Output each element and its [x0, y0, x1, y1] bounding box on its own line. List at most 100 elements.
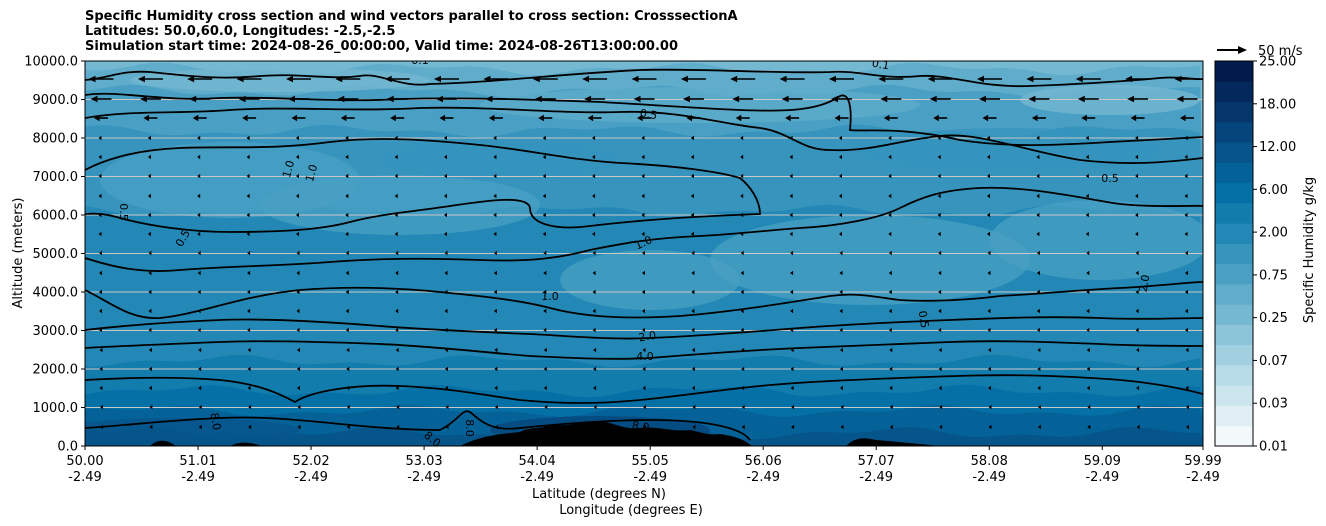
- wind-arrow-head: [345, 270, 349, 276]
- wind-arrow-head: [98, 154, 102, 160]
- wind-arrow-head: [592, 289, 596, 295]
- wind-key: 50 m/s: [1217, 44, 1303, 59]
- wind-arrow-head: [288, 95, 295, 103]
- wind-arrow-head: [1036, 154, 1040, 160]
- wind-arrow-head: [1037, 424, 1041, 430]
- wind-arrow-head: [297, 347, 300, 353]
- y-tick-label: 3000.0: [33, 324, 79, 339]
- wind-arrow-head: [1085, 154, 1089, 160]
- wind-arrow-head: [197, 173, 201, 179]
- wind-arrow-head: [1085, 231, 1089, 237]
- wind-arrow-head: [593, 424, 597, 430]
- wind-arrow-head: [1036, 270, 1040, 276]
- wind-arrow-head: [785, 114, 791, 122]
- contour-lines: [85, 68, 1203, 441]
- wind-arrow-head: [345, 289, 349, 295]
- wind-arrow-head: [977, 75, 984, 83]
- x-axis-label-lon: Longitude (degrees E): [559, 503, 703, 518]
- wind-arrow-head: [445, 366, 448, 372]
- wind-arrow-head: [691, 289, 695, 295]
- wind-arrow-head: [148, 327, 152, 333]
- wind-arrow-head: [592, 212, 596, 218]
- wind-arrow-head: [790, 250, 794, 256]
- wind-arrow-head: [197, 289, 201, 295]
- wind-arrow-head: [987, 135, 990, 141]
- wind-arrow-head: [740, 135, 744, 141]
- wind-arrow-head: [592, 135, 596, 141]
- wind-arrow-head: [1135, 327, 1139, 333]
- wind-arrow-head: [938, 366, 942, 372]
- wind-arrow-head: [1087, 424, 1091, 430]
- wind-arrow-head: [1135, 212, 1139, 218]
- contour-line: [85, 410, 751, 441]
- wind-arrow-head: [839, 154, 842, 160]
- x-tick-label-lat: 59.99: [1184, 454, 1221, 469]
- wind-arrow-head: [543, 250, 547, 256]
- wind-arrow-head: [1185, 327, 1188, 333]
- humidity-blob: [85, 418, 300, 442]
- y-tick-label: 4000.0: [33, 286, 79, 301]
- colorbar-segment: [1215, 405, 1253, 427]
- wind-arrow-head: [187, 75, 195, 83]
- wind-arrow-head: [937, 154, 941, 160]
- wind-arrow-head: [238, 95, 246, 103]
- wind-arrow-head: [987, 231, 990, 237]
- wind-arrow-head: [394, 173, 398, 179]
- y-tick-label: 2000.0: [33, 363, 79, 378]
- wind-arrow-head: [197, 154, 201, 160]
- wind-arrow-head: [790, 366, 794, 372]
- wind-arrow-head: [690, 173, 694, 179]
- colorbar-segment: [1215, 425, 1253, 447]
- wind-arrow-head: [544, 404, 548, 410]
- wind-arrow-head: [246, 193, 250, 199]
- colorbar-segment: [1215, 385, 1253, 406]
- wind-arrow-head: [296, 193, 299, 199]
- wind-arrow-head: [740, 231, 744, 237]
- wind-arrow-head: [394, 212, 398, 218]
- wind-arrow-head: [741, 424, 745, 430]
- contour-line: [85, 68, 1203, 88]
- x-tick-label-lon: -2.49: [633, 470, 667, 485]
- colorbar-frame: [1214, 60, 1254, 447]
- wind-arrow-head: [493, 289, 497, 295]
- wind-arrow-head: [493, 327, 497, 333]
- wind-arrow-head: [1176, 95, 1184, 103]
- wind-arrow-head: [1085, 193, 1089, 199]
- wind-arrow-head: [1127, 95, 1135, 103]
- wind-arrow-head: [246, 135, 250, 141]
- colorbar-tick-label: 6.00: [1259, 183, 1288, 198]
- wind-arrow-head: [686, 114, 692, 122]
- wind-arrow-head: [789, 231, 793, 237]
- wind-arrow-head: [394, 193, 398, 199]
- humidity-blob: [990, 200, 1203, 280]
- wind-arrow-head: [396, 404, 400, 410]
- x-tick-label-lat: 53.03: [405, 454, 442, 469]
- wind-arrow-head: [246, 212, 250, 218]
- wind-arrow-head: [335, 75, 343, 83]
- wind-arrow-head: [888, 135, 892, 141]
- wind-arrow-head: [345, 250, 349, 256]
- wind-arrow-head: [791, 404, 795, 410]
- colorbar-segment: [1215, 61, 1253, 82]
- wind-arrow-head: [248, 404, 252, 410]
- wind-arrow-head: [247, 327, 251, 333]
- humidity-blob: [260, 175, 540, 235]
- wind-arrow-head: [99, 385, 103, 391]
- wind-arrow-head: [148, 366, 152, 372]
- wind-arrow-head: [735, 114, 742, 122]
- wind-arrow-head: [538, 114, 544, 122]
- colorbar-tick-label: 0.01: [1259, 440, 1288, 455]
- wind-arrow-head: [592, 154, 596, 160]
- wind-arrow-head: [439, 114, 446, 122]
- wind-arrow-head: [938, 270, 942, 276]
- wind-arrow-head: [641, 135, 645, 141]
- wind-arrow-head: [829, 75, 836, 83]
- wind-arrow-head: [741, 404, 745, 410]
- wind-arrow-head: [346, 347, 350, 353]
- wind-arrow-head: [592, 193, 596, 199]
- colorbar-tick-label: 0.25: [1259, 311, 1288, 326]
- colorbar-segment: [1215, 364, 1253, 386]
- colorbar-segment: [1215, 283, 1253, 305]
- wind-arrow-head: [839, 231, 842, 237]
- wind-arrow-head: [987, 250, 991, 256]
